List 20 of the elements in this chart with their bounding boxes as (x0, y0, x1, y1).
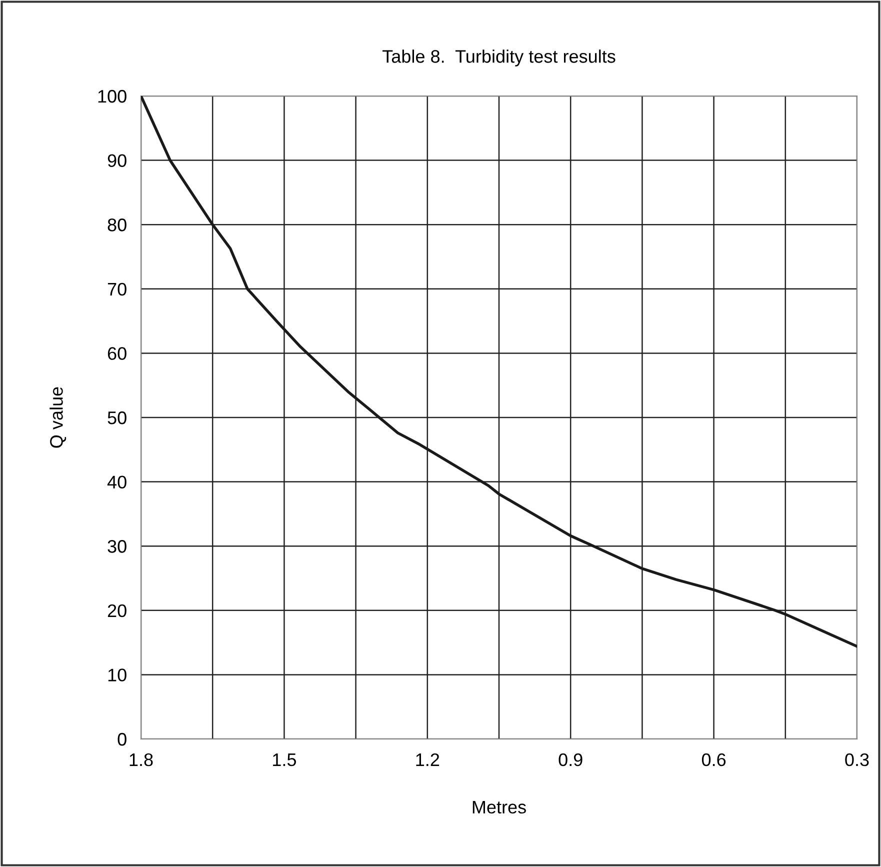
y-tick-label: 90 (108, 154, 126, 168)
y-tick-label: 100 (98, 90, 126, 103)
y-tick-label: 70 (108, 282, 126, 296)
y-tick-label: 30 (108, 540, 126, 553)
y-tick-label: 20 (108, 604, 126, 618)
x-tick-label: 1.2 (416, 753, 440, 766)
x-tick-label: 1.8 (130, 753, 153, 766)
x-tick-label: 0.6 (702, 753, 726, 766)
x-tick-label: 1.5 (273, 754, 296, 766)
x-axis-title: Metres (472, 800, 526, 814)
y-tick-label: 60 (108, 347, 126, 360)
chart-title: Table 8. Turbidity test results (382, 50, 616, 66)
y-tick-label: 40 (107, 476, 126, 489)
y-tick-label: 10 (108, 668, 126, 682)
y-tick-label: 80 (108, 218, 126, 232)
y-axis-title: Q value (50, 387, 66, 448)
y-tick-label: 0 (118, 732, 126, 746)
x-tick-label: 0.3 (845, 753, 869, 766)
x-tick-label: 0.9 (558, 753, 582, 766)
y-tick-label: 50 (108, 411, 126, 424)
